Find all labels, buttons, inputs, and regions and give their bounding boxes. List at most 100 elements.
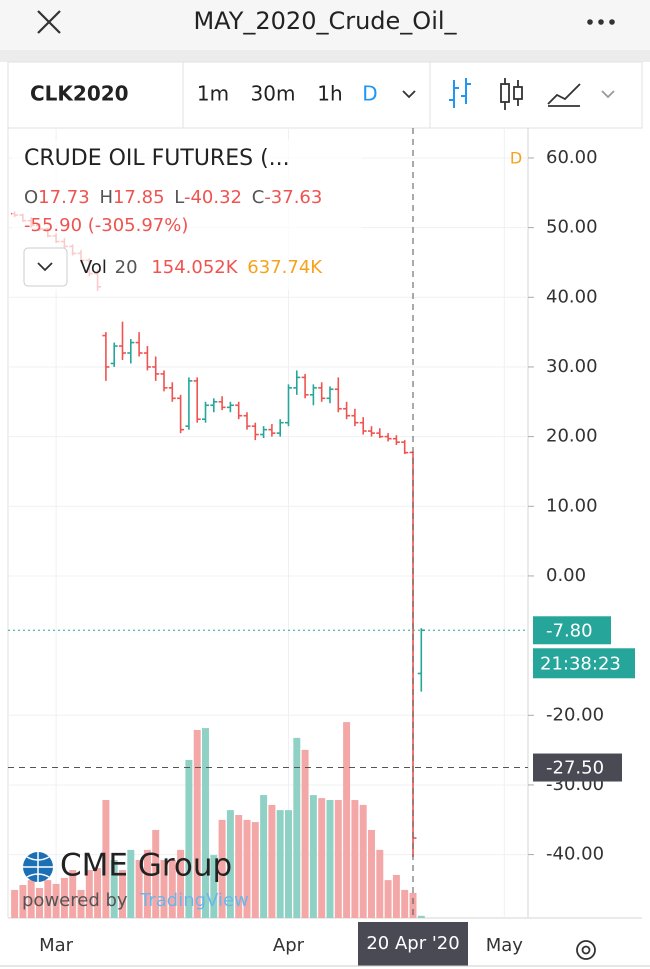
interval-badge: D	[510, 149, 522, 168]
volume-bar	[251, 822, 259, 918]
crosshair-price-box	[533, 753, 622, 782]
x-tick-label: May	[486, 935, 524, 956]
bars-icon[interactable]	[449, 78, 471, 108]
volume-bar	[293, 737, 301, 918]
ohlc-legend: O17.73 H17.85 L-40.32 C-37.63	[24, 187, 322, 208]
volume-bar	[301, 749, 309, 918]
volume-bar	[226, 810, 234, 918]
volume-bar	[193, 729, 201, 918]
volume-name: Vol	[80, 257, 107, 278]
interval[interactable]: 1m	[197, 82, 229, 106]
interval[interactable]: 1h	[317, 82, 342, 106]
volume-bar	[359, 804, 367, 918]
chart-type-dropdown[interactable]	[601, 90, 615, 99]
ohlc-key: L	[174, 187, 184, 208]
settings-button[interactable]	[576, 940, 596, 960]
volume-bar	[160, 859, 168, 918]
volume-bar	[27, 880, 35, 918]
page-title: MAY_2020_Crude_Oil_	[193, 7, 457, 35]
volume-bar	[334, 800, 342, 918]
ohlc-value: 17.85	[113, 187, 165, 208]
interval[interactable]: D	[362, 82, 377, 106]
volume-bar	[276, 810, 284, 918]
volume-value: 154.052K	[151, 257, 238, 278]
change: -55.90 (-305.97%)	[24, 215, 188, 236]
ohlc-value: 17.73	[38, 187, 90, 208]
last-price-box	[533, 616, 611, 645]
volume-bar	[202, 728, 209, 918]
plot-area: 60.00 50.00 40.00 30.00 20.00 10.00 0.00 -20.00…	[8, 128, 604, 956]
volume-bar	[243, 819, 251, 918]
y-tick-label: 40.00	[546, 286, 598, 307]
close-button[interactable]	[37, 10, 61, 34]
y-tick-label: 10.00	[546, 495, 598, 516]
volume-bar	[210, 855, 218, 918]
volume-bar	[235, 814, 243, 918]
volume-bar	[326, 800, 334, 918]
axis-overlay: -7.80 21:38:23 -27.50 20 Apr '20	[358, 616, 635, 966]
volume-bar	[285, 810, 292, 918]
volume-legend: Vol 20 154.052K 637.74K	[80, 257, 323, 278]
volume-average: 637.74K	[247, 257, 323, 278]
volume-bar	[69, 870, 77, 918]
volume-bar	[85, 870, 93, 918]
volume-bar	[218, 819, 226, 918]
y-tick-label: 50.00	[546, 217, 598, 238]
volume-bar	[127, 849, 135, 918]
provider: TradingView	[139, 890, 249, 911]
volume-bar	[268, 804, 276, 918]
interval[interactable]: 30m	[251, 82, 296, 106]
volume-bar	[143, 849, 151, 918]
y-tick-label: -20.00	[546, 704, 604, 725]
crosshair-price-label: -27.50	[546, 758, 604, 779]
ohlc-value: -40.32	[184, 187, 242, 208]
volume-bar	[351, 800, 359, 918]
volume-bar	[384, 880, 392, 918]
countdown-box	[533, 648, 635, 679]
volume-bar	[102, 800, 110, 918]
x-tick-label: Apr	[273, 935, 305, 956]
last-price-label: -7.80	[546, 620, 593, 641]
crosshair-time-box	[358, 922, 468, 966]
volume-bar	[417, 915, 425, 918]
volume-bar	[368, 829, 375, 918]
volume-bar	[11, 889, 19, 918]
volume-bar	[110, 859, 118, 918]
more-button[interactable]	[587, 19, 615, 25]
series-title: CRUDE OIL FUTURES (...	[24, 146, 290, 171]
volume-bar	[260, 795, 268, 918]
volume-bar	[19, 885, 27, 918]
volume-bar	[392, 874, 400, 918]
volume-bar	[135, 859, 143, 918]
interval-dropdown[interactable]	[402, 90, 416, 99]
volume-bar	[177, 849, 185, 918]
y-tick-label: 20.00	[546, 426, 598, 447]
volume-bar	[401, 889, 409, 918]
gap	[0, 50, 650, 62]
legend-toggle[interactable]	[23, 247, 68, 287]
volume-bar	[52, 883, 60, 918]
volume-bar	[77, 889, 85, 918]
legend-backdrop	[12, 140, 362, 290]
volume-bar	[376, 849, 384, 918]
toolbar	[7, 61, 643, 129]
area-icon[interactable]	[547, 83, 581, 107]
y-tick-label: 60.00	[546, 147, 598, 168]
y-tick-label: -40.00	[546, 844, 604, 865]
legend-toggle-icon	[37, 262, 53, 272]
volume-length: 20	[115, 257, 138, 278]
volume-bar	[44, 880, 52, 918]
volume-bar	[185, 759, 193, 918]
volume-bar	[318, 798, 326, 918]
symbol[interactable]: CLK2020	[30, 82, 129, 106]
ohlc-key: H	[99, 187, 113, 208]
crosshair-time-label: 20 Apr '20	[366, 933, 459, 954]
volume-bar	[168, 859, 176, 918]
candles-icon[interactable]	[500, 78, 523, 110]
top-bar	[0, 0, 650, 50]
y-tick-label: 0.00	[546, 565, 586, 586]
volume-bar	[409, 892, 417, 918]
y-tick-label: 30.00	[546, 356, 598, 377]
volume-bar	[60, 877, 68, 918]
